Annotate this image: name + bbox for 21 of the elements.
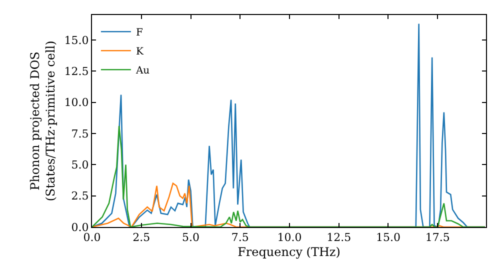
x-tick-label: 10.0 <box>277 231 302 244</box>
y-tick-label: 0.0 <box>71 220 89 234</box>
y-tick-label: 7.5 <box>71 127 89 140</box>
x-tick-label: 17.5 <box>425 231 450 244</box>
legend-label: K <box>136 46 144 58</box>
line-series <box>92 125 486 227</box>
y-tick-label: 10.0 <box>64 96 89 110</box>
y-tick-label: 15.0 <box>64 34 89 47</box>
x-axis-title: Frequency (THz) <box>238 245 340 260</box>
x-tick-label: 2.5 <box>132 231 150 244</box>
y-tick-label: 5.0 <box>71 158 89 172</box>
legend-label: F <box>136 28 143 39</box>
y-axis-title: Phonon projected DOS (States/THz·primitive cell) <box>28 40 58 202</box>
y-tick-label: 12.5 <box>64 64 89 78</box>
y-tick-label: 2.5 <box>71 190 89 203</box>
x-tick-label: 12.5 <box>326 231 352 244</box>
x-tick-label: 5.0 <box>182 231 200 244</box>
x-tick-label: 15.0 <box>376 231 400 244</box>
legend-label: Au <box>134 66 150 77</box>
x-tick-label: 0.0 <box>83 231 101 244</box>
x-tick-label: 7.5 <box>231 231 249 244</box>
